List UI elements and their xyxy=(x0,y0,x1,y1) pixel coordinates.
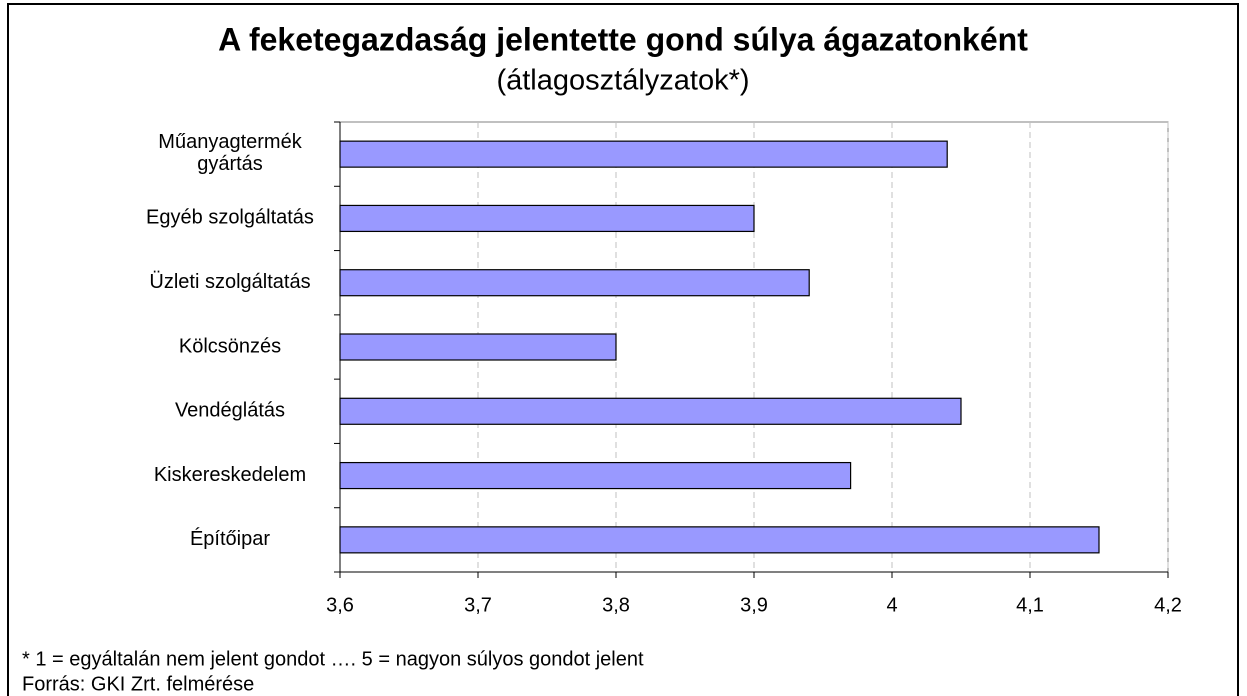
bar xyxy=(339,461,852,490)
x-tick-label: 3,8 xyxy=(602,594,630,616)
chart-title: A feketegazdaság jelentette gond súlya á… xyxy=(218,21,1028,57)
bar xyxy=(339,397,962,425)
bar xyxy=(339,333,617,361)
bar xyxy=(339,526,1100,554)
y-tick-label: Vendéglátás xyxy=(175,400,285,422)
bar xyxy=(339,140,948,168)
x-tick-label: 4,1 xyxy=(1016,594,1044,616)
source-note: Forrás: GKI Zrt. felmérése xyxy=(22,673,254,695)
footnote: * 1 = egyáltalán nem jelent gondot …. 5 … xyxy=(22,648,644,670)
x-tick-label: 4,2 xyxy=(1154,594,1182,616)
x-tick-label: 3,7 xyxy=(464,594,492,616)
bar xyxy=(339,204,755,233)
chart-subtitle: (átlagosztályzatok*) xyxy=(496,65,749,97)
y-tick-label: Üzleti szolgáltatás xyxy=(149,271,310,293)
y-tick-label: Kiskereskedelem xyxy=(154,464,306,486)
y-tick-label: Kölcsönzés xyxy=(179,335,281,357)
x-tick-label: 3,6 xyxy=(326,594,354,616)
y-tick-label: Építőipar xyxy=(190,527,270,550)
bar xyxy=(339,269,810,297)
x-tick-label: 4 xyxy=(886,594,897,616)
y-tick-label: Műanyagtermék gyártás xyxy=(158,131,302,175)
x-tick-label: 3,9 xyxy=(740,594,768,616)
y-tick-label: Egyéb szolgáltatás xyxy=(146,207,314,229)
